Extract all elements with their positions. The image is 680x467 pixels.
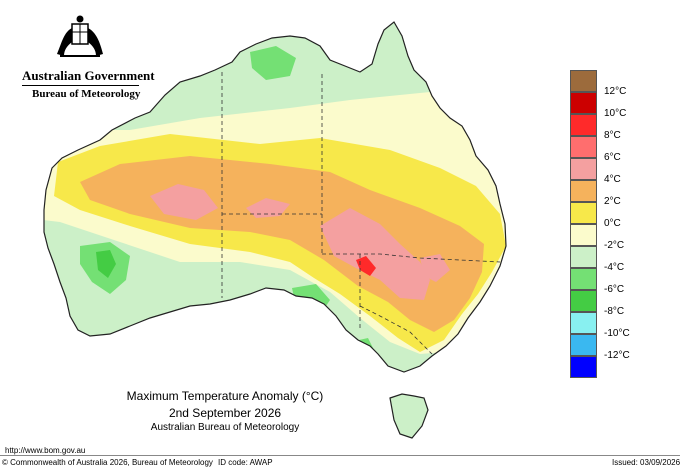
legend-label-10: 10°C	[604, 108, 627, 119]
legend-label-minus2: -2°C	[604, 240, 625, 251]
tasmania-anomaly-field	[390, 394, 428, 438]
legend-label-minus10: -10°C	[604, 328, 630, 339]
border-nsw-vic	[359, 305, 433, 355]
logo-divider	[22, 85, 139, 86]
legend-label-minus6: -6°C	[604, 284, 625, 295]
legend-swatch-8	[570, 136, 597, 158]
legend-swatch-minus10	[570, 334, 597, 356]
temperature-anomaly-map	[43, 21, 507, 439]
legend-swatch-0	[570, 224, 597, 246]
legend-label-2: 2°C	[604, 196, 621, 207]
mainland-anomaly-field	[44, 22, 506, 372]
legend-swatch-minus6	[570, 290, 597, 312]
map-title: Maximum Temperature Anomaly (°C)	[126, 389, 324, 403]
legend-swatch-10	[570, 114, 597, 136]
legend-swatch-12	[570, 92, 597, 114]
legend-swatch-6	[570, 158, 597, 180]
bom-logo: Australian Government Bureau of Meteorol…	[10, 8, 155, 100]
map-date: 2nd September 2026	[168, 406, 282, 420]
government-label: Australian Government	[22, 68, 155, 83]
id-code-text: ID code: AWAP	[218, 458, 273, 467]
issued-date-text: Issued: 03/09/2026	[612, 458, 680, 467]
legend-swatch-minus4	[570, 268, 597, 290]
legend-swatch-4	[570, 180, 597, 202]
tasmania-coastline	[389, 393, 429, 439]
map-organisation: Australian Bureau of Meteorology	[150, 422, 300, 433]
legend-label-6: 6°C	[604, 152, 621, 163]
legend-swatch-below-12	[570, 356, 597, 378]
bureau-label: Bureau of Meteorology	[32, 88, 141, 100]
border-qld-nsw	[322, 253, 501, 263]
legend-swatch-minus2	[570, 246, 597, 268]
legend-swatch-above-12	[570, 70, 597, 92]
legend-label-4: 4°C	[604, 174, 621, 185]
legend-label-minus8: -8°C	[604, 306, 625, 317]
footer-divider	[0, 455, 680, 456]
legend-label-minus4: -4°C	[604, 262, 625, 273]
legend-swatch-2	[570, 202, 597, 224]
legend-label-12: 12°C	[604, 86, 627, 97]
coat-of-arms-icon	[57, 15, 103, 57]
colour-legend: 12°C 10°C 8°C 6°C 4°C 2°C 0°C -2°C -4°C …	[570, 70, 680, 380]
website-link[interactable]: http://www.bom.gov.au	[5, 446, 86, 455]
legend-swatch-minus8	[570, 312, 597, 334]
copyright-text: © Commonwealth of Australia 2026, Bureau…	[2, 458, 213, 467]
mainland-coastline	[43, 21, 507, 373]
legend-label-0: 0°C	[604, 218, 621, 229]
legend-label-8: 8°C	[604, 130, 621, 141]
state-borders	[221, 72, 501, 355]
legend-label-minus12: -12°C	[604, 350, 630, 361]
